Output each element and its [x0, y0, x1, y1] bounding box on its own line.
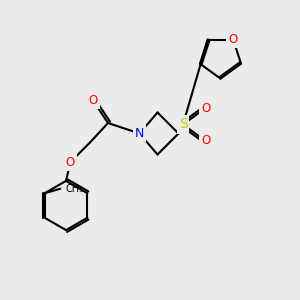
- Text: N: N: [135, 127, 144, 140]
- Text: O: O: [88, 94, 98, 107]
- Text: O: O: [229, 33, 238, 46]
- Text: O: O: [201, 134, 210, 148]
- Text: O: O: [66, 155, 75, 169]
- Text: O: O: [201, 101, 210, 115]
- Text: S: S: [178, 118, 188, 131]
- Text: CH₃: CH₃: [66, 184, 84, 194]
